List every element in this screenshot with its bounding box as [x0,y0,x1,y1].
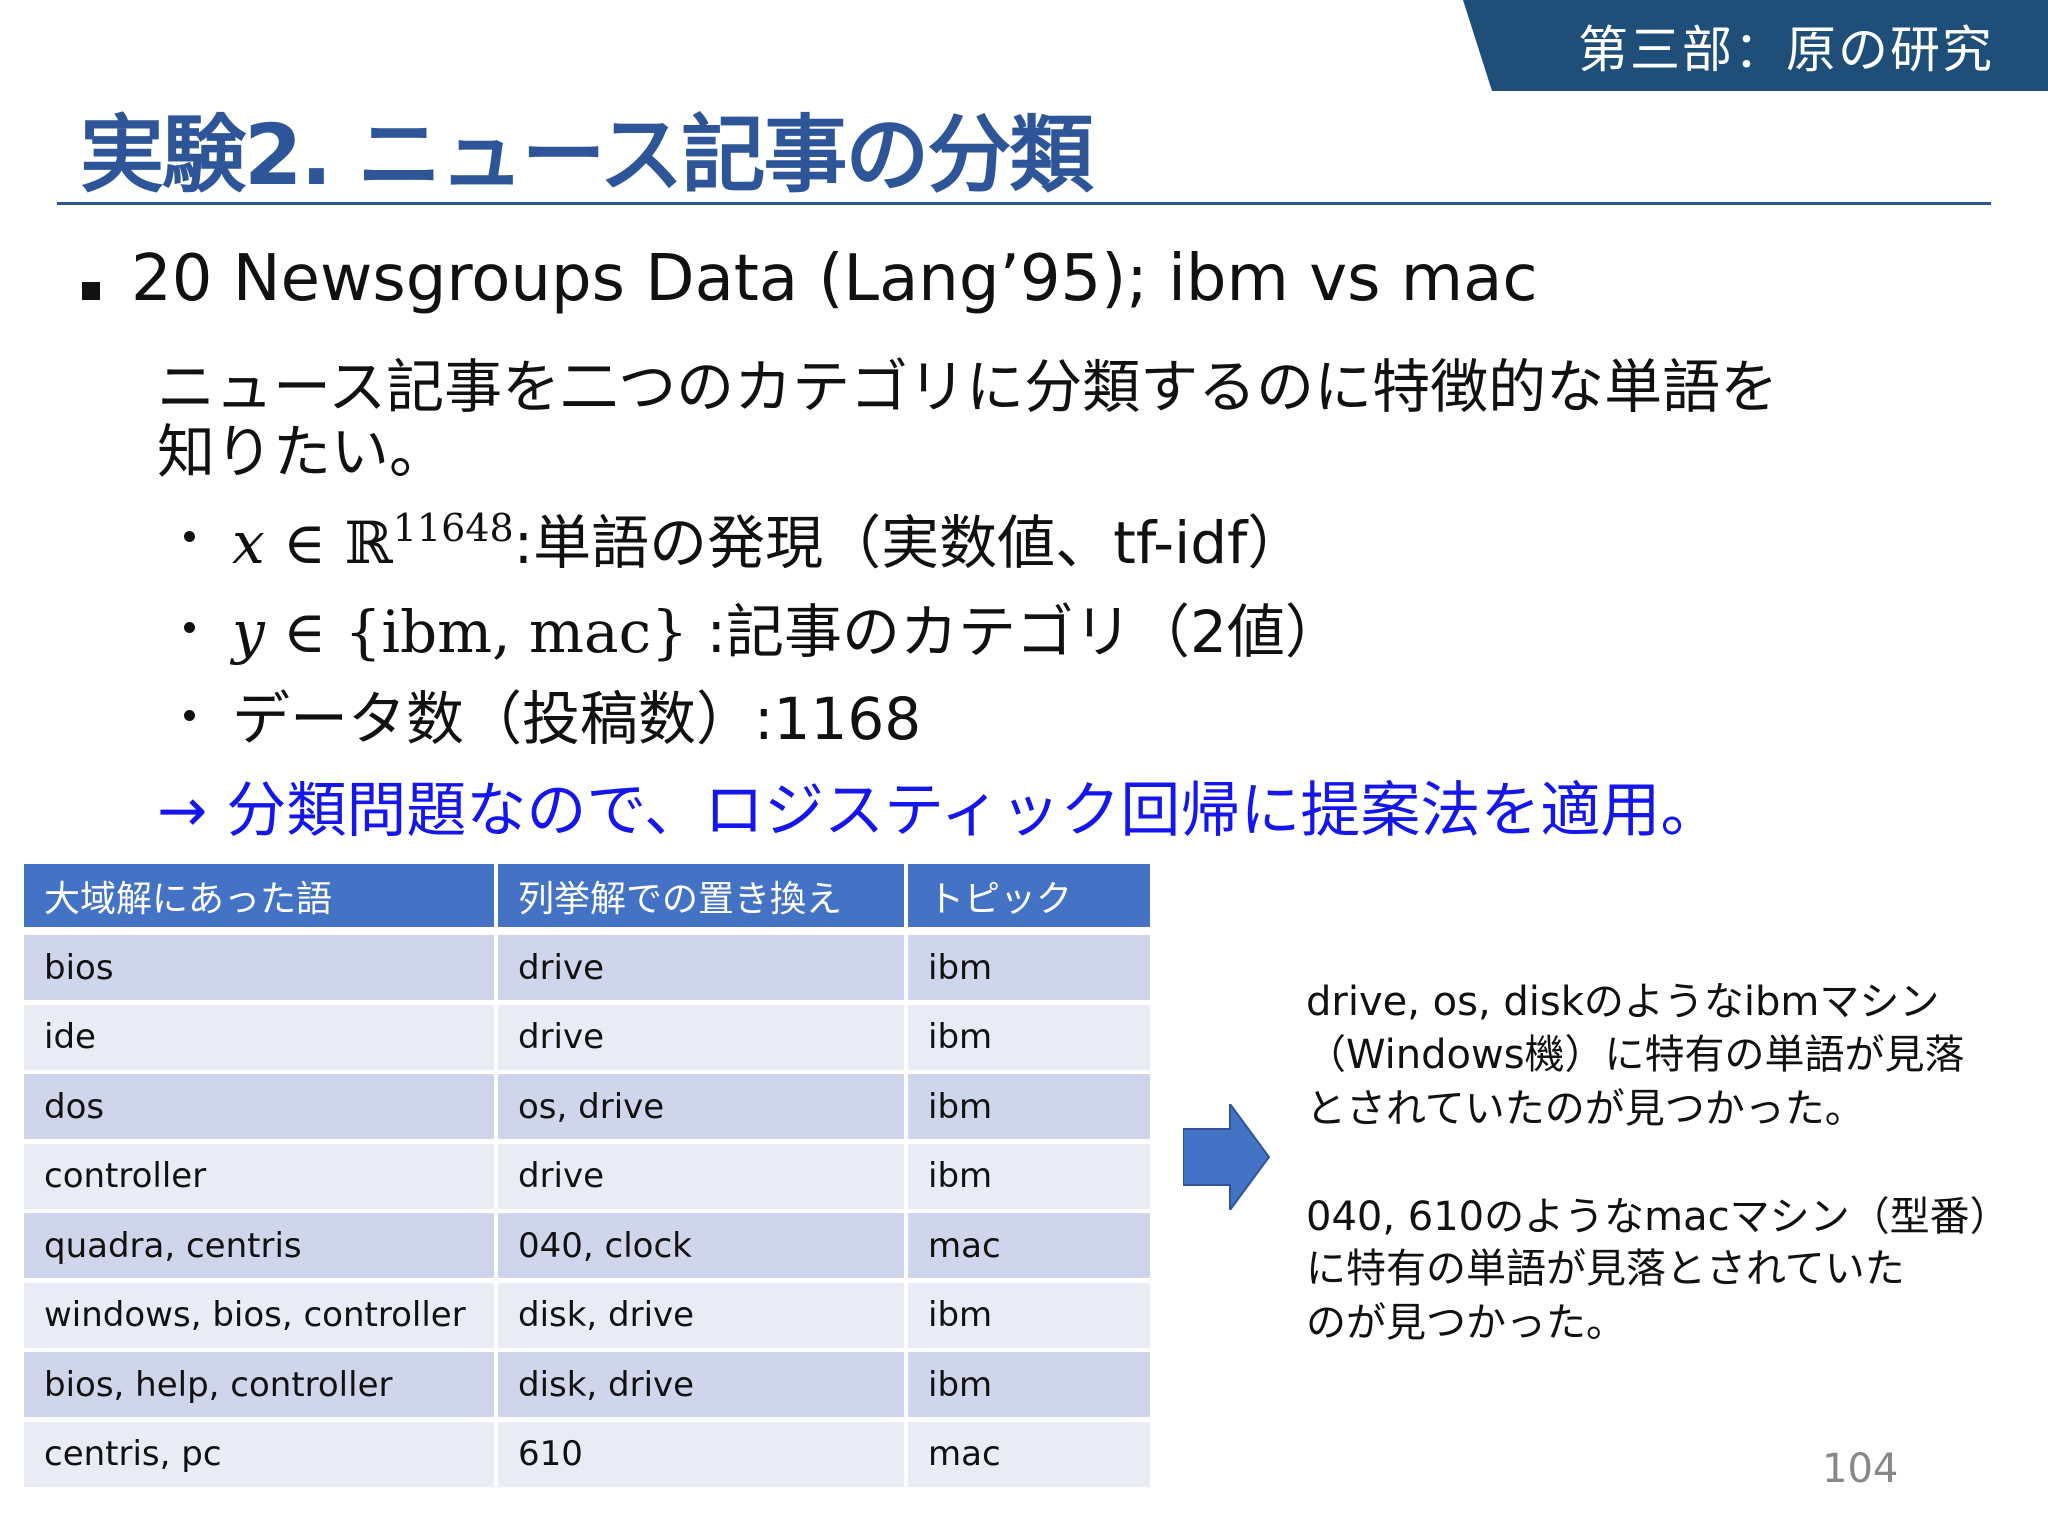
cell-topic: mac [908,1213,1150,1278]
bullet-dot-icon [184,710,195,721]
table-row: dos os, drive ibm [24,1074,1150,1139]
cell-global-word: centris, pc [24,1421,494,1487]
cell-topic: ibm [908,935,1150,1000]
cell-topic: ibm [908,1143,1150,1209]
table-row: bios drive ibm [24,935,1150,1000]
note-2-line-1: 040, 610のようなmacマシン（型番） [1306,1194,2010,1240]
right-arrow-icon [1183,1104,1271,1210]
cell-topic: ibm [908,1004,1150,1070]
table-row: ide drive ibm [24,1004,1150,1070]
page-number: 104 [1822,1446,1899,1492]
math-set: ℝ [344,509,393,577]
sub-bullet-text: :記事のカテゴリ（2値） [706,598,1343,666]
table-row: windows, bios, controller disk, drive ibm [24,1282,1150,1348]
math-set: {ibm, mac} [344,598,689,666]
cell-global-word: bios, help, controller [24,1352,494,1417]
sub-bullet-y: y ∈ {ibm, mac} :記事のカテゴリ（2値） [232,585,1343,669]
math-sup: 11648 [392,506,514,550]
cell-replacement: drive [498,935,904,1000]
main-bullet: 20 Newsgroups Data (Lang’95); ibm vs mac [131,242,1538,316]
table-row: bios, help, controller disk, drive ibm [24,1352,1150,1417]
cell-global-word: quadra, centris [24,1213,494,1278]
description-line-2: 知りたい。 [157,418,448,486]
title-divider [57,202,1991,205]
cell-global-word: windows, bios, controller [24,1282,494,1348]
math-rel: ∈ [283,598,327,666]
cell-topic: ibm [908,1352,1150,1417]
table-row: centris, pc 610 mac [24,1421,1150,1487]
note-1-line-2: （Windows機）に特有の単語が見落 [1306,1032,1965,1078]
section-label: 第三部：原の研究 [1578,21,1994,79]
cell-global-word: controller [24,1143,494,1209]
header-topic: トピック [908,864,1150,927]
math-var: y [232,598,265,666]
note-1-line-1: drive, os, diskのようなibmマシン [1306,979,1940,1025]
table-row: controller drive ibm [24,1143,1150,1209]
cell-topic: ibm [908,1282,1150,1348]
square-bullet-icon [82,282,100,300]
header-global-words: 大域解にあった語 [24,864,494,927]
sub-bullet-x: x ∈ ℝ11648:単語の発現（実数値、tf-idf） [232,496,1305,580]
note-1-line-3: とされていたのが見つかった。 [1306,1086,1865,1132]
cell-replacement: os, drive [498,1074,904,1139]
bullet-dot-icon [184,531,195,542]
cell-replacement: disk, drive [498,1282,904,1348]
cell-replacement: drive [498,1143,904,1209]
sub-bullet-count: データ数（投稿数）:1168 [232,685,922,753]
cell-replacement: 040, clock [498,1213,904,1278]
bullet-dot-icon [184,622,195,633]
cell-global-word: dos [24,1074,494,1139]
sub-bullet-text: :単語の発現（実数値、tf-idf） [513,509,1306,577]
slide-title: 実験2. ニュース記事の分類 [80,106,1093,204]
math-rel: ∈ [283,509,327,577]
note-2-line-2: に特有の単語が見落とされていた [1306,1246,1905,1292]
cell-topic: mac [908,1421,1150,1487]
cell-global-word: ide [24,1004,494,1070]
conclusion-text: → 分類問題なので、ロジスティック回帰に提案法を適用。 [157,776,1721,846]
cell-global-word: bios [24,935,494,1000]
cell-replacement: drive [498,1004,904,1070]
table-header: 大域解にあった語 列挙解での置き換え トピック [24,864,1150,927]
header-replacements: 列挙解での置き換え [498,864,904,927]
table-row: quadra, centris 040, clock mac [24,1213,1150,1278]
note-2-line-3: のが見つかった。 [1306,1300,1626,1346]
description-line-1: ニュース記事を二つのカテゴリに分類するのに特徴的な単語を [157,353,1779,421]
math-var: x [232,509,265,577]
cell-replacement: 610 [498,1421,904,1487]
section-banner [1463,0,2048,91]
cell-replacement: disk, drive [498,1352,904,1417]
cell-topic: ibm [908,1074,1150,1139]
